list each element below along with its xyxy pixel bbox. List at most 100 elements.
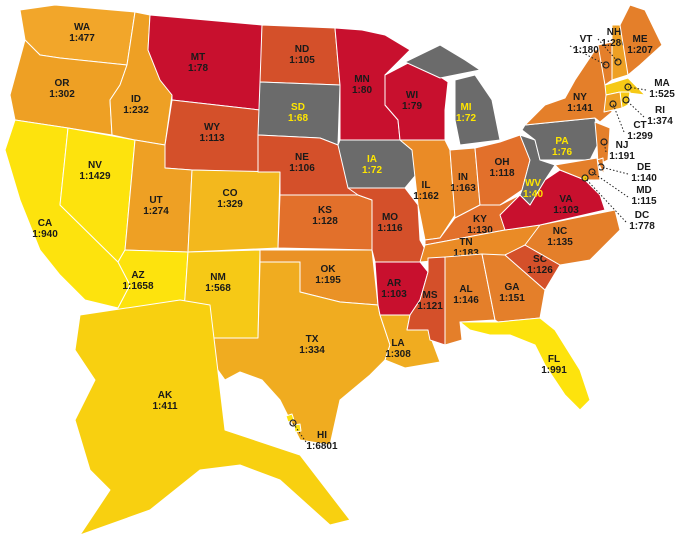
state-ratio: 1:106	[289, 163, 315, 174]
state-abbr: MI	[460, 102, 471, 113]
state-abbr: OH	[495, 157, 510, 168]
state-shape	[187, 169, 281, 253]
state-shape	[521, 117, 601, 161]
state-ratio: 1:128	[312, 216, 338, 227]
state-ratio: 1:334	[299, 345, 325, 356]
callout-marker	[609, 100, 617, 108]
state-abbr: OR	[55, 78, 71, 89]
callout-marker	[602, 61, 610, 69]
state-ratio: 1:40	[523, 189, 543, 200]
state-abbr: GA	[505, 282, 520, 293]
state-abbr: IN	[458, 172, 468, 183]
state-ratio: 1:103	[553, 205, 579, 216]
state-abbr: MO	[382, 212, 398, 223]
callout-marker	[600, 138, 608, 146]
state: MI1:72	[404, 44, 501, 146]
state-ratio: 1:6801	[306, 441, 338, 452]
state-abbr: HI	[317, 430, 327, 441]
state-abbr: MD	[636, 185, 652, 196]
state-shape	[603, 91, 623, 113]
state-ratio: 1:329	[217, 199, 243, 210]
state-ratio: 1:411	[152, 401, 177, 412]
state-abbr: DC	[635, 210, 649, 221]
state-abbr: WV	[525, 178, 541, 189]
state-abbr: NM	[210, 272, 226, 283]
state: NY1:141	[524, 47, 613, 126]
state: WY1:113	[164, 99, 261, 173]
state-ratio: 1:940	[32, 229, 58, 240]
state-ratio: 1:68	[288, 113, 308, 124]
state-ratio: 1:195	[315, 275, 341, 286]
state-abbr: DE	[637, 162, 651, 173]
state-abbr: MS	[423, 290, 438, 301]
state-abbr: PA	[555, 136, 568, 147]
state-abbr: VT	[580, 34, 593, 45]
state-abbr: AR	[387, 278, 402, 289]
callout-leader	[591, 171, 629, 198]
state: RI1:374	[619, 91, 673, 127]
callout-leader	[625, 99, 645, 118]
callout-leader	[292, 422, 307, 443]
state-abbr: UT	[149, 195, 162, 206]
state-ratio: 1:72	[456, 113, 476, 124]
state: ME1:207	[619, 4, 663, 76]
state-ratio: 1:991	[541, 365, 567, 376]
state-abbr: NJ	[616, 140, 629, 151]
state-abbr: CA	[38, 218, 52, 229]
state: MD1:115	[554, 157, 657, 207]
state-ratio: 1:163	[450, 183, 476, 194]
state-ratio: 1:103	[381, 289, 407, 300]
state-shape	[554, 157, 601, 181]
state-ratio: 1:302	[49, 89, 75, 100]
state: NJ1:191	[594, 121, 635, 166]
callout-marker	[622, 96, 630, 104]
state-ratio: 1:191	[609, 151, 635, 162]
state-abbr: OK	[321, 264, 337, 275]
state-ratio: 1:274	[143, 206, 169, 217]
state-ratio: 1:79	[402, 101, 422, 112]
state-ratio: 1:78	[188, 63, 208, 74]
state: PA1:76	[521, 117, 601, 161]
state: FL1:991	[459, 317, 591, 411]
state-ratio: 1:374	[647, 116, 673, 127]
state-abbr: RI	[655, 105, 665, 116]
state-ratio: 1:146	[453, 295, 479, 306]
state-abbr: TX	[306, 334, 319, 345]
state: HI1:6801	[285, 413, 338, 452]
state-ratio: 1:232	[123, 105, 149, 116]
state-ratio: 1:118	[489, 168, 514, 179]
state-abbr: NH	[607, 27, 621, 38]
state: CT1:299	[603, 91, 653, 142]
callout-marker	[624, 83, 632, 91]
state-ratio: 1:299	[627, 131, 653, 142]
state-ratio: 1:130	[467, 225, 493, 236]
state-ratio: 1:207	[627, 45, 653, 56]
state-abbr: CO	[223, 188, 238, 199]
state-abbr: ND	[295, 44, 309, 55]
state: DC1:778	[581, 174, 655, 232]
state: ND1:105	[259, 24, 341, 86]
state-abbr: ID	[131, 94, 141, 105]
state-ratio: 1:116	[377, 223, 402, 234]
state-shape	[619, 4, 663, 76]
state-abbr: FL	[548, 354, 560, 365]
state-ratio: 1:135	[547, 237, 573, 248]
state: SD1:68	[257, 81, 341, 146]
callout-leader	[612, 103, 625, 133]
state-abbr: MN	[354, 74, 370, 85]
state-ratio: 1:477	[69, 33, 95, 44]
state-shape	[459, 317, 591, 411]
state-abbr: AK	[158, 390, 173, 401]
state: NE1:106	[257, 134, 359, 196]
state-abbr: NE	[295, 152, 309, 163]
state: AK1:411	[74, 299, 351, 536]
state-abbr: WI	[406, 90, 418, 101]
state-abbr: AZ	[131, 270, 144, 281]
state-abbr: LA	[391, 338, 404, 349]
state-ratio: 1:76	[552, 147, 572, 158]
state-abbr: AL	[459, 284, 472, 295]
state-abbr: WA	[74, 22, 90, 33]
state: AR1:103	[374, 261, 429, 316]
callout-marker	[289, 419, 297, 427]
state-ratio: 1:162	[413, 191, 439, 202]
